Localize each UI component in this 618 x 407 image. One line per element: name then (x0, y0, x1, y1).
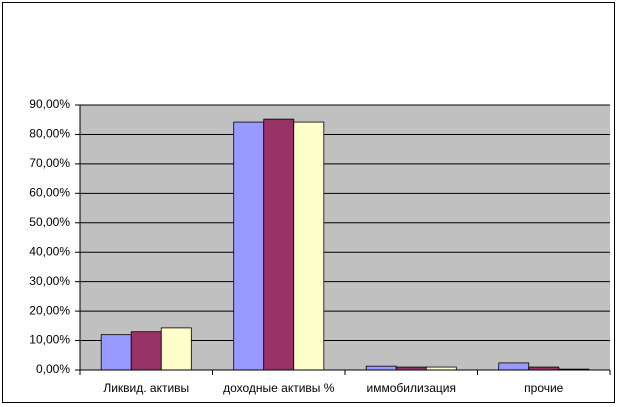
x-tick-label: прочие (524, 381, 564, 395)
bar (100, 334, 132, 371)
bar (263, 118, 295, 371)
y-tick-label: 70,00% (29, 156, 70, 170)
bar (233, 121, 265, 371)
x-tick-label: иммобилизация (367, 381, 456, 395)
y-tick-label: 10,00% (29, 333, 70, 347)
plot-area (80, 105, 610, 370)
y-tick-label: 60,00% (29, 186, 70, 200)
bar (160, 327, 192, 371)
y-tick-label: 40,00% (29, 244, 70, 258)
y-tick-label: 0,00% (36, 362, 70, 376)
bar (130, 331, 162, 371)
x-tick-label: доходные активы % (223, 381, 335, 395)
y-tick-label: 80,00% (29, 127, 70, 141)
bar (498, 362, 530, 371)
y-tick-label: 30,00% (29, 274, 70, 288)
y-tick-label: 20,00% (29, 303, 70, 317)
bar (293, 121, 325, 371)
bar (365, 365, 397, 371)
y-tick-label: 50,00% (29, 215, 70, 229)
y-tick-label: 90,00% (29, 97, 70, 111)
x-tick-label: Ликвид. активы (103, 381, 189, 395)
